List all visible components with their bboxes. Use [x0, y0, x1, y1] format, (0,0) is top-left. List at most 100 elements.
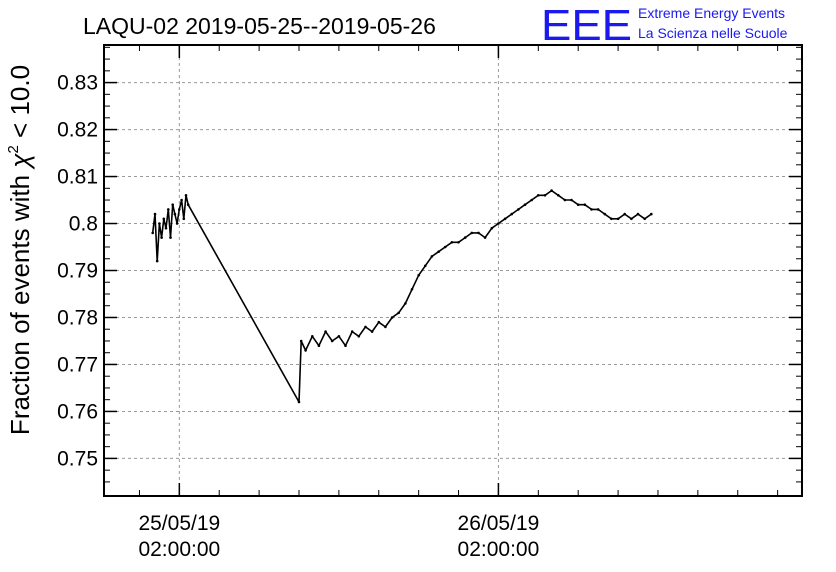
y-axis-label-superscript: 2 — [5, 145, 22, 153]
y-tick-label: 0.79 — [57, 260, 98, 283]
data-point — [324, 330, 327, 333]
data-point — [397, 311, 401, 315]
data-point — [590, 208, 593, 211]
data-point — [330, 339, 334, 343]
y-tick-label: 0.83 — [57, 72, 98, 95]
data-point — [182, 217, 186, 221]
data-point — [576, 203, 580, 206]
eee-logo: EEE Extreme Energy Events La Scienza nel… — [541, 1, 788, 50]
chart-title: LAQU-02 2019-05-25--2019-05-26 — [83, 13, 436, 39]
data-point — [603, 212, 607, 216]
data-point — [483, 236, 487, 239]
data-point — [357, 335, 361, 338]
data-point — [364, 325, 367, 329]
data-point — [430, 255, 434, 258]
data-point — [317, 344, 321, 348]
data-point — [477, 231, 480, 235]
data-point — [160, 236, 163, 239]
data-point — [457, 241, 460, 244]
data-point — [616, 217, 620, 221]
data-point — [490, 226, 494, 230]
data-point — [337, 335, 341, 338]
data-point — [410, 288, 414, 291]
data-point — [523, 203, 527, 206]
data-point — [437, 250, 440, 253]
data-point — [370, 330, 374, 333]
data-point — [530, 198, 533, 202]
data-point — [344, 344, 347, 348]
data-point — [610, 217, 613, 221]
data-point — [424, 264, 427, 268]
series-line — [151, 189, 652, 403]
data-point — [563, 198, 567, 202]
data-point — [517, 208, 520, 211]
grid-lines — [104, 45, 802, 496]
y-tick-label: 0.82 — [57, 119, 98, 142]
data-point — [463, 236, 467, 239]
data-point — [537, 194, 540, 197]
data-point — [169, 236, 172, 239]
y-axis-label-suffix: < 10.0 — [5, 65, 35, 145]
data-point — [623, 212, 626, 216]
data-point — [173, 212, 177, 216]
data-point — [151, 231, 154, 235]
data-point — [162, 217, 166, 221]
y-axis-label: Fraction of events with χ2 < 10.0 — [5, 65, 35, 435]
data-point — [390, 316, 394, 319]
eee-logo-line2: La Scienza nelle Scuole — [638, 25, 788, 41]
data-point — [164, 226, 168, 230]
data-point — [543, 194, 547, 197]
data-point — [299, 339, 303, 343]
data-point — [304, 349, 307, 352]
data-point — [184, 194, 188, 197]
y-tick-label: 0.75 — [57, 447, 98, 470]
x-tick-label-date: 25/05/19 — [138, 512, 220, 535]
data-point — [153, 212, 157, 216]
eee-logo-mark: EEE — [541, 1, 632, 50]
data-point — [550, 189, 553, 192]
data-point — [636, 212, 640, 216]
data-point — [384, 325, 387, 329]
data-point — [557, 194, 560, 197]
y-tick-label: 0.77 — [57, 353, 98, 376]
data-point — [311, 335, 314, 338]
x-tick-label-date: 26/05/19 — [458, 512, 540, 535]
y-axis-label-prefix: Fraction of events with — [5, 168, 35, 435]
data-point — [167, 208, 170, 211]
data-series — [151, 189, 653, 404]
data-point — [443, 245, 447, 249]
y-tick-label: 0.78 — [57, 306, 98, 329]
y-tick-label: 0.76 — [57, 400, 98, 423]
data-point — [171, 203, 174, 206]
y-tick-label: 0.8 — [69, 213, 98, 236]
data-point — [450, 241, 454, 244]
tick-labels: 0.75 0.76 0.77 0.78 0.79 0.8 0.81 0.82 0.83 25/05… — [57, 72, 539, 561]
data-point — [630, 217, 633, 221]
data-point — [377, 320, 381, 324]
data-point — [297, 400, 301, 404]
data-point — [583, 203, 587, 206]
x-tick-label-time: 02:00:00 — [138, 538, 220, 561]
eee-logo-line1: Extreme Energy Events — [638, 5, 785, 21]
data-point — [497, 222, 500, 225]
data-point — [596, 208, 600, 211]
y-axis-label-symbol: χ — [5, 153, 35, 170]
axis-ticks — [104, 45, 802, 496]
data-point — [643, 217, 646, 221]
x-tick-label-time: 02:00:00 — [458, 538, 540, 561]
data-point — [510, 212, 513, 216]
data-point — [503, 217, 507, 221]
data-point — [350, 330, 354, 333]
data-point — [417, 273, 421, 277]
data-point — [470, 231, 474, 235]
data-point — [158, 222, 161, 225]
data-point — [175, 222, 179, 225]
data-point — [155, 259, 159, 263]
data-point — [180, 198, 183, 202]
data-point — [404, 302, 407, 305]
data-point — [650, 212, 653, 216]
y-tick-label: 0.81 — [57, 166, 98, 189]
data-point — [178, 208, 181, 211]
data-point — [570, 198, 573, 202]
